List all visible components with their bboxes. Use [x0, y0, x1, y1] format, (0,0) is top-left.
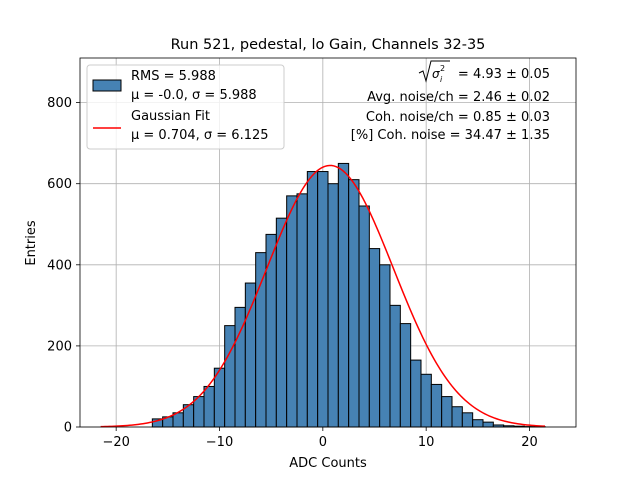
histogram-bar	[256, 253, 266, 427]
histogram-bar	[462, 413, 472, 427]
histogram-bar	[245, 283, 255, 427]
histogram-bar	[473, 420, 483, 427]
histogram-bar	[287, 196, 297, 427]
svg-text:2: 2	[440, 64, 445, 73]
histogram-bar	[338, 163, 348, 427]
svg-text:σ: σ	[432, 67, 440, 81]
legend-entry-1-line-1: RMS = 5.988	[131, 69, 216, 84]
histogram-bar	[194, 397, 204, 427]
x-axis-label: ADC Counts	[289, 456, 367, 471]
histogram-bar	[390, 305, 400, 427]
avg-noise-annotation: Avg. noise/ch = 2.46 ± 0.02	[367, 90, 550, 105]
histogram-bar	[349, 180, 359, 427]
histogram-bar	[225, 326, 235, 427]
x-tick-label: −20	[102, 435, 129, 450]
histogram-bar	[276, 218, 286, 427]
pct-coh-noise-annotation: [%] Coh. noise = 34.47 ± 1.35	[351, 128, 550, 143]
legend-histogram-patch	[93, 80, 121, 91]
histogram-bar	[266, 234, 276, 427]
histogram-bar	[483, 422, 493, 427]
y-tick-label: 800	[47, 96, 72, 111]
histogram-bar	[411, 360, 421, 427]
y-tick-label: 400	[47, 258, 72, 273]
histogram-bar	[328, 184, 338, 427]
legend-entry-2-line-2: μ = 0.704, σ = 6.125	[131, 128, 269, 143]
x-tick-label: 20	[521, 435, 538, 450]
histogram-bar	[431, 384, 441, 427]
legend-entry-1-line-2: μ = -0.0, σ = 5.988	[131, 88, 257, 103]
histogram-bar	[359, 206, 369, 427]
histogram-bar	[400, 324, 410, 427]
coh-noise-annotation: Coh. noise/ch = 0.85 ± 0.03	[366, 110, 550, 125]
histogram-bar	[442, 397, 452, 427]
chart-title: Run 521, pedestal, lo Gain, Channels 32-…	[171, 37, 486, 53]
y-tick-label: 200	[47, 339, 72, 354]
histogram-bar	[307, 172, 317, 427]
x-tick-label: 0	[319, 435, 327, 450]
histogram-bar	[369, 249, 379, 427]
histogram-bar	[318, 172, 328, 427]
sigma-annotation: = 4.93 ± 0.05	[458, 67, 550, 82]
histogram-bar	[380, 265, 390, 427]
histogram-bar	[452, 407, 462, 427]
histogram-bar	[204, 386, 214, 427]
x-tick-label: 10	[418, 435, 435, 450]
histogram-bar	[297, 194, 307, 427]
y-tick-label: 600	[47, 177, 72, 192]
legend: RMS = 5.988 μ = -0.0, σ = 5.988 Gaussian…	[87, 65, 284, 149]
legend-entry-2-line-1: Gaussian Fit	[131, 109, 210, 124]
y-tick-label: 0	[64, 421, 72, 436]
y-axis-label: Entries	[24, 220, 39, 266]
x-tick-label: −10	[206, 435, 233, 450]
histogram-bar	[421, 374, 431, 427]
histogram-bar	[214, 368, 224, 427]
